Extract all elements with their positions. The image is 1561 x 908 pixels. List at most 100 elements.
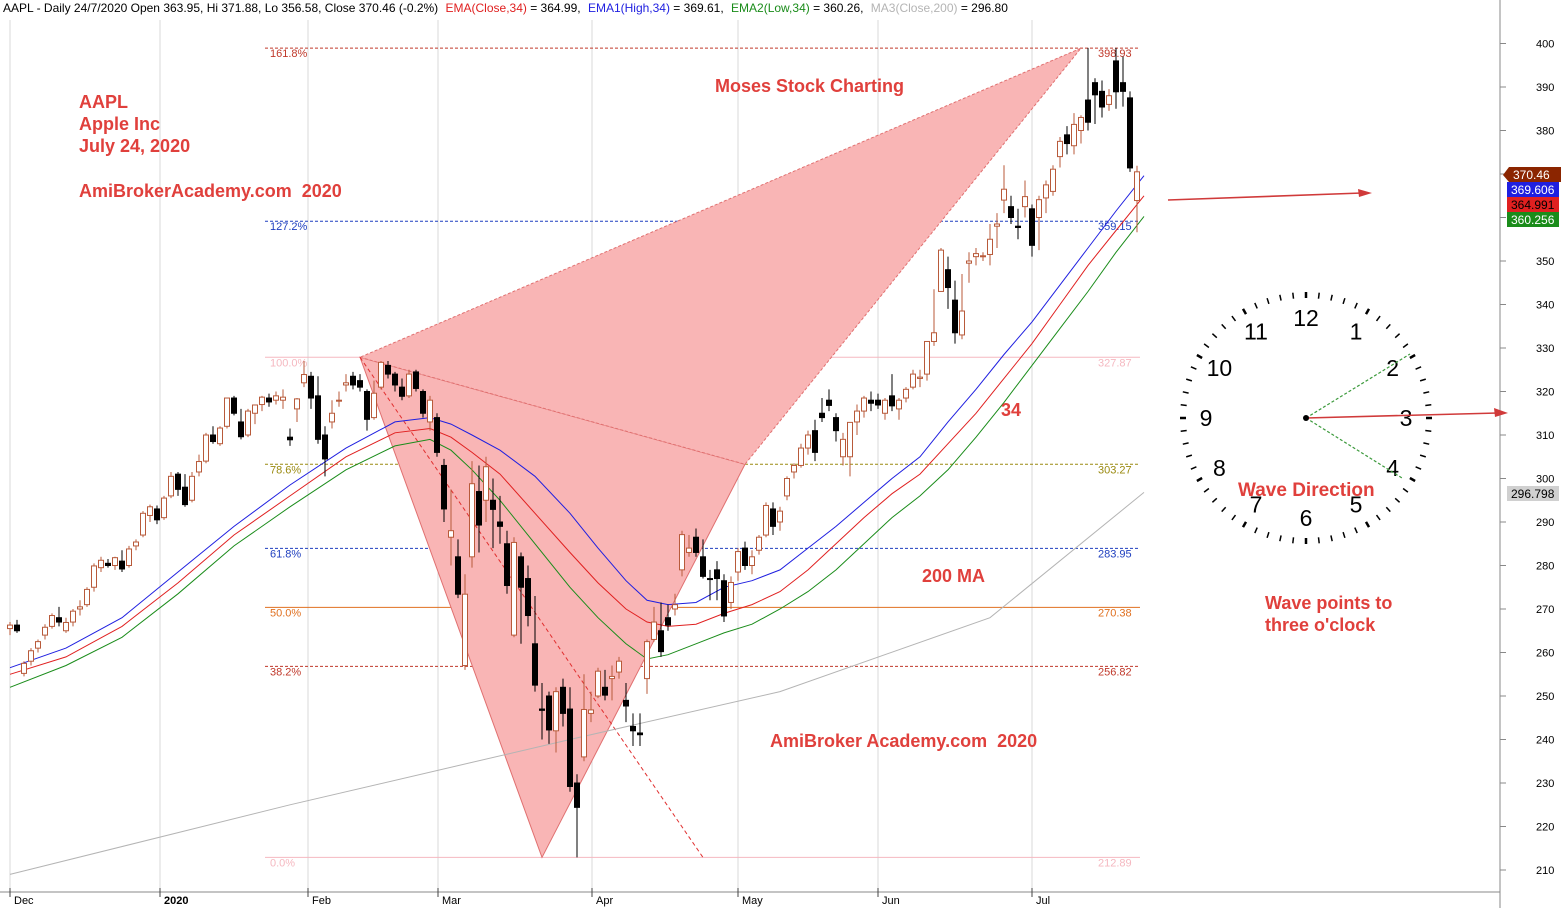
candle-body <box>84 588 90 606</box>
candle-body <box>1106 95 1112 105</box>
fib-level-percent: 0.0% <box>270 857 295 869</box>
candle-body <box>644 641 650 680</box>
y-tick-label: 230 <box>1536 778 1554 790</box>
x-tick-label: 2020 <box>164 895 188 907</box>
chart-header: AAPL - Daily 24/7/2020 Open 363.95, Hi 3… <box>3 1 1008 15</box>
clock-number: 4 <box>1386 455 1399 481</box>
candle-body <box>693 536 699 553</box>
candle-body <box>364 391 370 420</box>
clock-hand-four <box>1305 417 1403 479</box>
fib-level-percent: 50.0% <box>270 607 301 619</box>
candle-body <box>791 464 797 473</box>
candle-body <box>224 397 230 427</box>
clock-tick <box>1425 404 1432 407</box>
candle-body <box>567 708 573 787</box>
clock-tick <box>1279 294 1282 301</box>
header-ma3-label: MA3(Close,200) <box>871 1 958 15</box>
clock-tick <box>1402 343 1409 349</box>
clock-tick <box>1292 537 1295 544</box>
y-tick-label: 330 <box>1536 343 1554 355</box>
candle-body <box>77 606 83 610</box>
candle-body <box>959 310 965 336</box>
candle-body <box>49 615 55 627</box>
clock-tick <box>1241 308 1248 315</box>
candle-body <box>301 374 307 384</box>
clock-tick <box>1423 391 1430 394</box>
header-ma3-value: = 296.80 <box>958 1 1009 15</box>
candle-body <box>707 578 713 581</box>
clock-tick <box>1342 531 1346 539</box>
candle-body <box>1078 116 1084 131</box>
candle-body <box>798 447 804 466</box>
candle-body <box>637 732 643 736</box>
y-tick-label: 250 <box>1536 691 1554 703</box>
candle-body <box>238 421 244 438</box>
clock-tick <box>1221 506 1227 513</box>
candle-body <box>553 691 559 732</box>
candle-body <box>189 475 195 501</box>
ema34-label: 34 <box>1001 400 1021 420</box>
clock-tick <box>1330 294 1333 301</box>
x-tick-label: Mar <box>442 895 461 907</box>
clock-tick <box>1203 343 1210 349</box>
candle-body <box>910 373 916 388</box>
clock-tick <box>1185 454 1193 458</box>
header-symbol: AAPL - Daily 24/7/2020 Open 363.95, Hi 3… <box>3 1 438 15</box>
candle-body <box>357 380 363 388</box>
candle-body <box>875 399 881 406</box>
y-tick-label: 260 <box>1536 648 1554 660</box>
value-tag-label: 369.606 <box>1511 183 1555 197</box>
candle-body <box>938 249 944 292</box>
value-tag-label: 370.46 <box>1513 168 1550 182</box>
candle-body <box>756 536 762 551</box>
candle-body <box>994 223 1000 227</box>
candle-body <box>826 399 832 406</box>
candle-body <box>735 551 741 573</box>
candle-body <box>203 434 209 462</box>
candle-body <box>833 417 839 432</box>
candle-body <box>819 412 825 419</box>
clock-tick <box>1182 391 1189 394</box>
value-tag-label: 296.798 <box>1511 487 1555 501</box>
candle-body <box>210 434 216 443</box>
candle-body <box>420 391 426 414</box>
candle-body <box>980 255 986 258</box>
date-label: July 24, 2020 <box>79 136 190 156</box>
clock-tick <box>1221 323 1227 330</box>
price-direction-arrowhead <box>1358 189 1372 197</box>
fib-level-value: 212.89 <box>1098 857 1132 869</box>
y-tick-label: 350 <box>1536 256 1554 268</box>
candle-body <box>1064 134 1070 145</box>
candle-body <box>273 395 279 401</box>
clock-tick <box>1190 366 1197 370</box>
candle-body <box>287 436 293 441</box>
candle-body <box>308 375 314 399</box>
candle-body <box>343 382 349 386</box>
candle-body <box>147 506 153 516</box>
y-tick-label: 290 <box>1536 517 1554 529</box>
candle-body <box>14 624 20 632</box>
site-label-top: AmiBrokerAcademy.com 2020 <box>79 181 342 201</box>
candle-body <box>658 630 664 653</box>
fib-level-value: 270.38 <box>1098 607 1132 619</box>
candle-body <box>350 375 356 386</box>
value-tag-label: 360.256 <box>1511 213 1555 227</box>
candle-body <box>574 782 580 808</box>
candle-body <box>686 547 692 553</box>
candle-body <box>546 695 552 731</box>
candle-body <box>777 510 783 523</box>
candle-body <box>784 478 790 497</box>
wave-points-label-1: Wave points to <box>1265 593 1392 613</box>
clock-center <box>1303 415 1309 421</box>
clock-hand-arrowhead <box>1494 408 1508 417</box>
candle-body <box>987 238 993 255</box>
clock-tick <box>1394 333 1401 339</box>
value-tag-box <box>1509 167 1561 182</box>
clock-tick <box>1266 531 1270 539</box>
clock-tick <box>1415 466 1422 470</box>
x-axis: Dec 2020 Feb Mar Apr May Jun Jul <box>0 888 1500 907</box>
candle-body <box>742 547 748 566</box>
fib-level-percent: 100.0% <box>270 357 308 369</box>
candle-body <box>763 504 769 536</box>
